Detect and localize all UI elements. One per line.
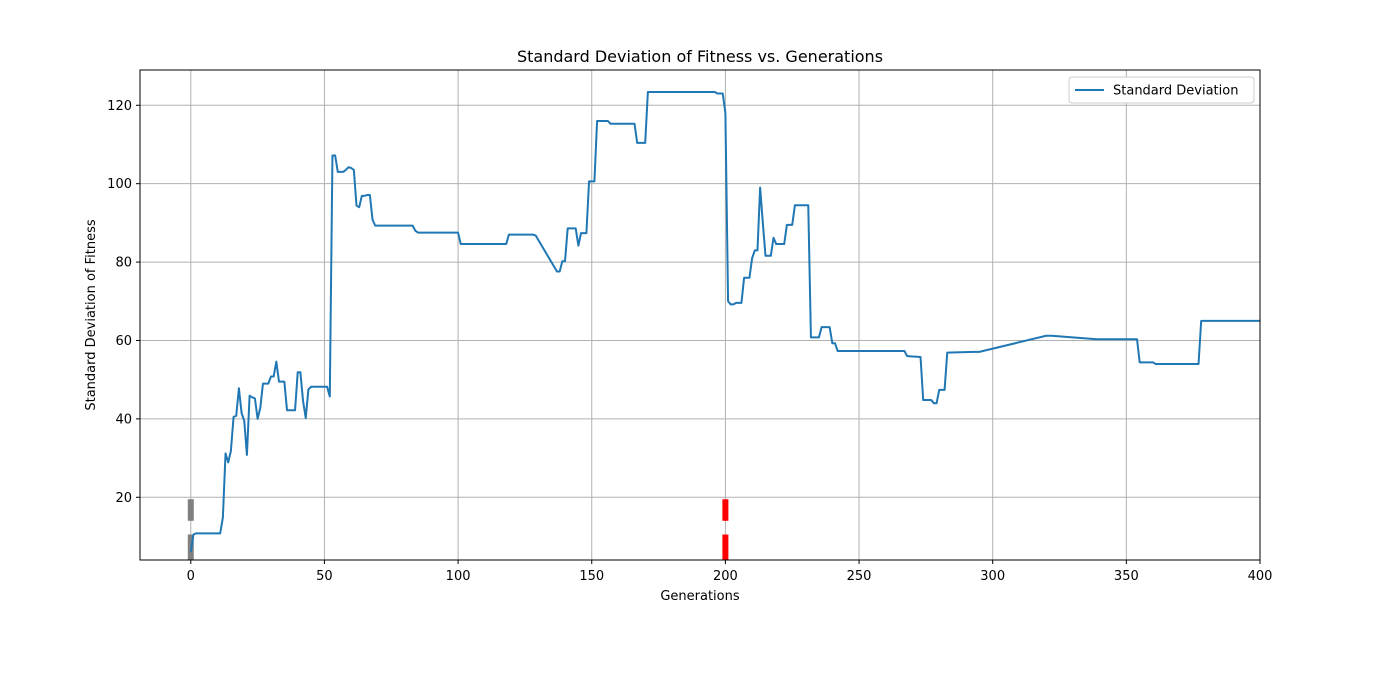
y-tick-label: 40 [115,412,132,427]
y-tick-label: 60 [115,334,132,349]
x-axis-label: Generations [660,589,740,604]
series-layer [189,90,1260,553]
legend-label: Standard Deviation [1113,84,1238,99]
x-tick-label: 100 [446,569,471,584]
x-tick-label: 250 [847,569,872,584]
x-tick-label: 200 [713,569,738,584]
y-tick-label: 120 [107,99,132,114]
marker-bar [722,499,729,521]
y-tick-label: 80 [115,256,132,271]
legend: Standard Deviation [1068,76,1255,104]
x-tick-label: 400 [1248,569,1273,584]
chart-title: Standard Deviation of Fitness vs. Genera… [517,47,883,66]
x-tick-label: 0 [187,569,195,584]
legend-box [1068,76,1255,104]
y-axis-ticks: 20 40 60 80 100 120 [107,99,140,506]
y-tick-label: 100 [107,177,132,192]
x-tick-label: 300 [980,569,1005,584]
y-tick-label: 20 [115,491,132,506]
x-tick-label: 350 [1114,569,1139,584]
x-tick-label: 150 [579,569,604,584]
x-axis-ticks: 0 50 100 150 200 250 300 350 400 [187,560,1273,584]
marker-bar [187,499,194,521]
series-line [189,90,1260,553]
y-axis-label: Standard Deviation of Fitness [84,219,99,411]
plot-frame [139,69,1261,561]
marker-bar [722,534,729,560]
x-tick-label: 50 [316,569,333,584]
